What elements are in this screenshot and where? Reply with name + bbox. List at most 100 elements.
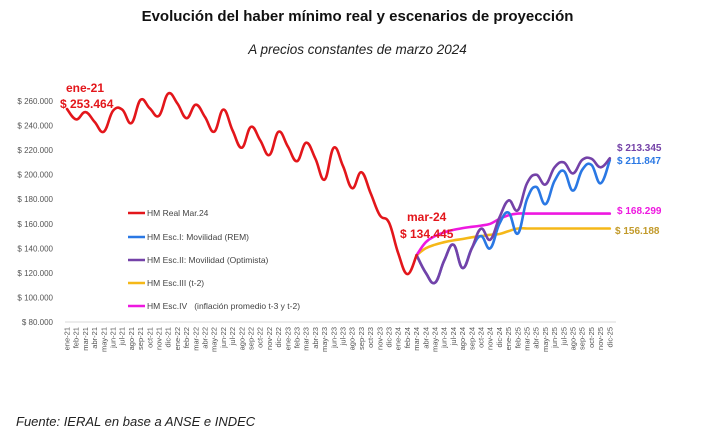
x-tick-label: may-22 xyxy=(210,327,219,352)
x-tick-label: sep-22 xyxy=(247,327,256,350)
x-tick-label: jun-24 xyxy=(440,327,449,349)
y-tick-label: $ 120.000 xyxy=(17,269,53,278)
y-tick-label: $ 240.000 xyxy=(17,122,53,131)
x-tick-label: abr-21 xyxy=(90,327,99,349)
x-tick-label: jun-21 xyxy=(109,327,118,349)
legend-item-hm-real: HM Real Mar.24 xyxy=(128,208,209,218)
y-tick-label: $ 260.000 xyxy=(17,97,53,106)
x-tick-label: jul-23 xyxy=(339,327,348,346)
chart-title: Evolución del haber mínimo real y escena… xyxy=(141,8,574,25)
x-tick-label: mar-24 xyxy=(412,327,421,351)
x-tick-label: feb-24 xyxy=(403,327,412,348)
y-axis: $ 80.000 $ 100.000 $ 120.000 $ 140.000 $ 160… xyxy=(17,97,53,327)
source-note: Fuente: IERAL en base a ANSE e INDEC xyxy=(16,414,256,429)
legend-label: HM Esc.III (t-2) xyxy=(147,278,204,288)
annotation-mar24-date: mar-24 xyxy=(407,210,447,224)
y-tick-label: $ 80.000 xyxy=(22,318,54,327)
end-label-esc-ii: $ 213.345 xyxy=(617,143,662,154)
x-tick-label: feb-22 xyxy=(182,327,191,348)
x-tick-label: jul-21 xyxy=(118,327,127,346)
end-label-esc-i: $ 211.847 xyxy=(617,156,661,167)
x-tick-label: abr-24 xyxy=(421,327,430,349)
x-tick-label: jul-22 xyxy=(228,327,237,346)
x-tick-label: may-23 xyxy=(320,327,329,352)
x-tick-label: ene-22 xyxy=(173,327,182,350)
x-tick-label: oct-21 xyxy=(145,327,154,348)
x-tick-label: ene-25 xyxy=(504,327,513,350)
x-tick-label: ago-22 xyxy=(237,327,246,350)
x-axis: ene-21 feb-21 mar-21 abr-21 may-21 jun-21 jul-… xyxy=(63,327,615,352)
x-tick-label: jun-25 xyxy=(550,327,559,349)
x-tick-label: dic-23 xyxy=(385,327,394,347)
annotation-mar24-value: $ 134.445 xyxy=(400,227,454,241)
y-tick-label: $ 140.000 xyxy=(17,244,53,253)
x-tick-label: jul-25 xyxy=(559,327,568,346)
x-tick-label: ene-23 xyxy=(283,327,292,350)
x-tick-label: ago-24 xyxy=(458,327,467,350)
x-tick-label: oct-23 xyxy=(366,327,375,348)
x-tick-label: ene-24 xyxy=(394,327,403,350)
x-tick-label: oct-22 xyxy=(256,327,265,348)
series-lines xyxy=(65,91,612,285)
x-tick-label: ene-21 xyxy=(63,327,72,350)
x-tick-label: abr-25 xyxy=(532,327,541,349)
chart-subtitle: A precios constantes de marzo 2024 xyxy=(248,42,467,57)
legend-label: HM Real Mar.24 xyxy=(147,208,209,218)
x-tick-label: ago-25 xyxy=(569,327,578,350)
x-tick-label: may-24 xyxy=(431,327,440,352)
x-tick-label: nov-22 xyxy=(265,327,274,350)
x-tick-label: mar-25 xyxy=(523,327,532,351)
y-tick-label: $ 180.000 xyxy=(17,195,53,204)
end-label-esc-iii: $ 156.188 xyxy=(615,226,660,237)
y-tick-label: $ 200.000 xyxy=(17,171,53,180)
x-tick-label: feb-25 xyxy=(513,327,522,348)
x-tick-label: dic-24 xyxy=(495,327,504,347)
x-tick-label: feb-21 xyxy=(72,327,81,348)
x-tick-label: sep-21 xyxy=(136,327,145,350)
x-tick-label: feb-23 xyxy=(293,327,302,348)
x-tick-label: jul-24 xyxy=(449,327,458,346)
y-tick-label: $ 100.000 xyxy=(17,293,53,302)
end-label-esc-iv: $ 168.299 xyxy=(617,206,662,217)
x-tick-label: mar-22 xyxy=(191,327,200,351)
x-tick-label: ago-23 xyxy=(348,327,357,350)
x-tick-label: ago-21 xyxy=(127,327,136,350)
annotation-start-date: ene-21 xyxy=(66,81,104,95)
series-line-esc-ii xyxy=(415,156,612,285)
legend-item-esc-i: HM Esc.I: Movilidad (REM) xyxy=(128,232,249,242)
x-tick-label: mar-23 xyxy=(302,327,311,351)
legend-label: HM Esc.IV (inflación promedio t-3 y t-2) xyxy=(147,301,300,311)
y-tick-label: $ 160.000 xyxy=(17,220,53,229)
annotation-start-value: $ 253.464 xyxy=(60,97,114,111)
annotations: ene-21 $ 253.464 mar-24 $ 134.445 $ 213.345 $… xyxy=(60,81,662,241)
x-tick-label: oct-24 xyxy=(477,327,486,348)
x-tick-label: sep-23 xyxy=(357,327,366,350)
x-tick-label: may-25 xyxy=(541,327,550,352)
x-tick-label: mar-21 xyxy=(81,327,90,351)
legend: HM Real Mar.24 HM Esc.I: Movilidad (REM) H… xyxy=(128,208,300,311)
legend-label: HM Esc.II: Movilidad (Optimista) xyxy=(147,255,269,265)
x-tick-label: jun-22 xyxy=(219,327,228,349)
x-tick-label: dic-22 xyxy=(274,327,283,347)
x-tick-label: nov-25 xyxy=(596,327,605,350)
x-tick-label: sep-24 xyxy=(467,327,476,350)
y-tick-label: $ 220.000 xyxy=(17,146,53,155)
series-line-esc-iv xyxy=(415,212,612,257)
x-tick-label: sep-25 xyxy=(578,327,587,350)
legend-item-esc-ii: HM Esc.II: Movilidad (Optimista) xyxy=(128,255,269,265)
x-tick-label: jun-23 xyxy=(329,327,338,349)
x-tick-label: abr-23 xyxy=(311,327,320,349)
x-tick-label: dic-21 xyxy=(164,327,173,347)
x-tick-label: nov-23 xyxy=(375,327,384,350)
x-tick-label: oct-25 xyxy=(587,327,596,348)
series-line-hm-real xyxy=(65,91,418,276)
legend-item-esc-iii: HM Esc.III (t-2) xyxy=(128,278,204,288)
x-tick-label: dic-25 xyxy=(605,327,614,347)
x-tick-label: may-21 xyxy=(99,327,108,352)
x-tick-label: abr-22 xyxy=(201,327,210,349)
x-tick-label: nov-21 xyxy=(155,327,164,350)
x-tick-label: nov-24 xyxy=(486,327,495,350)
legend-item-esc-iv: HM Esc.IV (inflación promedio t-3 y t-2) xyxy=(128,301,300,311)
legend-label: HM Esc.I: Movilidad (REM) xyxy=(147,232,249,242)
